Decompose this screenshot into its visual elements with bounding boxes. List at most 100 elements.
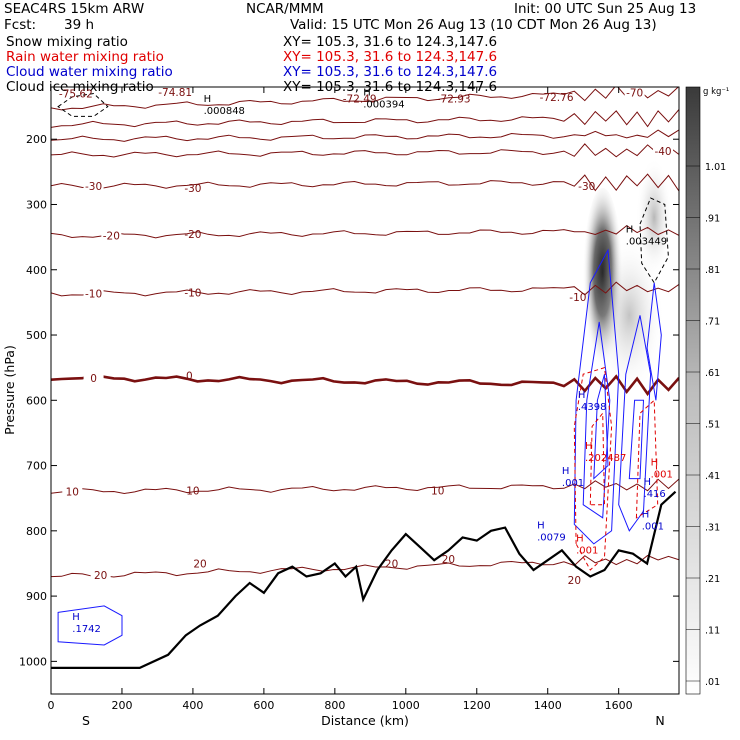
isotherm-label-bg <box>83 371 104 384</box>
x-tick-label: 1600 <box>605 699 633 712</box>
x-tick-label: 1200 <box>463 699 491 712</box>
colorbar-label: .91 <box>705 214 720 225</box>
contour-label: 20 <box>568 575 581 587</box>
isotherm-line <box>51 478 679 495</box>
colorbar-label: .71 <box>705 317 720 328</box>
contour-label: 20 <box>442 554 455 566</box>
isotherm-label-bg <box>90 569 111 582</box>
isotherm-label-bg <box>83 287 104 300</box>
contour-label: -72.93 <box>437 94 471 106</box>
south-label: S <box>82 713 90 728</box>
y-tick-label: 900 <box>26 590 47 603</box>
contour-label: -75.62 <box>59 89 93 101</box>
legend-cloudwater-label: Cloud water mixing ratio <box>6 64 173 80</box>
isotherm-line <box>51 224 679 239</box>
colorbar-label: .41 <box>705 471 720 482</box>
legend-cloudwater-xy: XY= 105.3, 31.6 to 124.3,147.6 <box>283 64 498 80</box>
y-tick-label: 500 <box>26 329 47 342</box>
rain-water-contour <box>573 367 613 571</box>
cloud-water-contour <box>582 321 611 519</box>
isotherm-line <box>51 129 679 142</box>
forecast-hour: 39 h <box>64 17 95 33</box>
cloud-water-contour <box>618 315 652 532</box>
high-marker: H <box>642 510 650 521</box>
high-marker: H <box>578 390 586 401</box>
cloud-water-contour <box>573 248 620 545</box>
contour-label: -74.81 <box>158 87 192 99</box>
high-value: .001 <box>576 546 598 557</box>
north-label: N <box>655 713 664 728</box>
contour-label: -72.49 <box>343 94 377 106</box>
colorbar-label: .81 <box>705 265 720 276</box>
cloud-ice-contour <box>57 92 109 117</box>
colorbar-label: 1.01 <box>705 162 726 173</box>
valid-time: Valid: 15 UTC Mon 26 Aug 13 (10 CDT Mon … <box>290 17 657 33</box>
high-marker: H <box>585 441 593 452</box>
legend-rain-xy: XY= 105.3, 31.6 to 124.3,147.6 <box>283 49 498 65</box>
rain-water-contour <box>589 411 606 506</box>
high-value: .416 <box>644 489 666 500</box>
high-marker: H <box>537 521 545 532</box>
colorbar-label: .51 <box>705 420 720 431</box>
init-time: Init: 00 UTC Sun 25 Aug 13 <box>514 1 697 17</box>
x-tick-label: 200 <box>111 699 132 712</box>
colorbar-unit: g kg⁻¹ <box>703 87 729 97</box>
legend-rain-label: Rain water mixing ratio <box>6 49 164 65</box>
high-value: .1742 <box>72 624 101 635</box>
contour-label: -30 <box>578 181 595 193</box>
isotherm-label: 0 <box>90 373 97 385</box>
cloud-water-contour-low <box>57 605 123 646</box>
high-value: .0079 <box>537 533 566 544</box>
high-marker: H <box>204 94 212 105</box>
high-marker: H <box>644 477 652 488</box>
isotherm-line <box>51 87 679 111</box>
isotherm-label: -70 <box>626 88 643 100</box>
isotherm-label-bg <box>624 86 645 99</box>
isotherm-label: -40 <box>654 146 671 158</box>
contour-label: -20 <box>184 229 201 241</box>
cloud-water-contour <box>593 374 609 480</box>
isotherm-line <box>51 143 679 158</box>
y-tick-label: 200 <box>26 133 47 146</box>
cloud-ice-contour <box>639 197 669 284</box>
isotherm-line <box>51 373 679 397</box>
contour-label: -30 <box>184 183 201 195</box>
plot-frame <box>50 86 680 695</box>
x-tick-label: 0 <box>48 699 55 712</box>
high-value: .4398 <box>578 402 607 413</box>
contour-label: -10 <box>569 292 586 304</box>
org-title: NCAR/MMM <box>246 1 324 17</box>
high-value: .001 <box>651 469 673 480</box>
cloud-water-contour <box>646 282 662 401</box>
high-value: .202487 <box>585 453 626 464</box>
isotherm-label: 20 <box>94 570 107 582</box>
contour-label: 10 <box>431 485 444 497</box>
x-tick-label: 1000 <box>392 699 420 712</box>
y-tick-label: 1000 <box>19 655 47 668</box>
y-tick-label: 300 <box>26 198 47 211</box>
colorbar <box>685 86 701 695</box>
isotherm-label-bg <box>653 145 674 158</box>
x-tick-label: 600 <box>253 699 274 712</box>
contour-label: -72.76 <box>540 92 574 104</box>
y-tick-label: 400 <box>26 264 47 277</box>
contour-label: 0 <box>186 370 193 382</box>
legend-snow-label: Snow mixing ratio <box>6 34 128 50</box>
colorbar-label: .31 <box>705 523 720 534</box>
high-value: .000848 <box>204 106 245 117</box>
isotherm-line <box>51 173 679 192</box>
contour-label: 20 <box>385 558 398 570</box>
high-marker: H <box>576 534 584 545</box>
high-value: .001 <box>642 522 664 533</box>
isotherm-line <box>51 109 679 128</box>
isotherm-label: -10 <box>85 289 102 301</box>
forecast-label: Fcst: <box>4 17 37 33</box>
isotherm-label: -20 <box>103 230 120 242</box>
high-marker: H <box>562 466 570 477</box>
high-value: .000394 <box>363 99 404 110</box>
contour-label: -10 <box>184 288 201 300</box>
terrain-line <box>51 490 677 669</box>
x-tick-label: 400 <box>182 699 203 712</box>
colorbar-label: .01 <box>705 677 720 688</box>
